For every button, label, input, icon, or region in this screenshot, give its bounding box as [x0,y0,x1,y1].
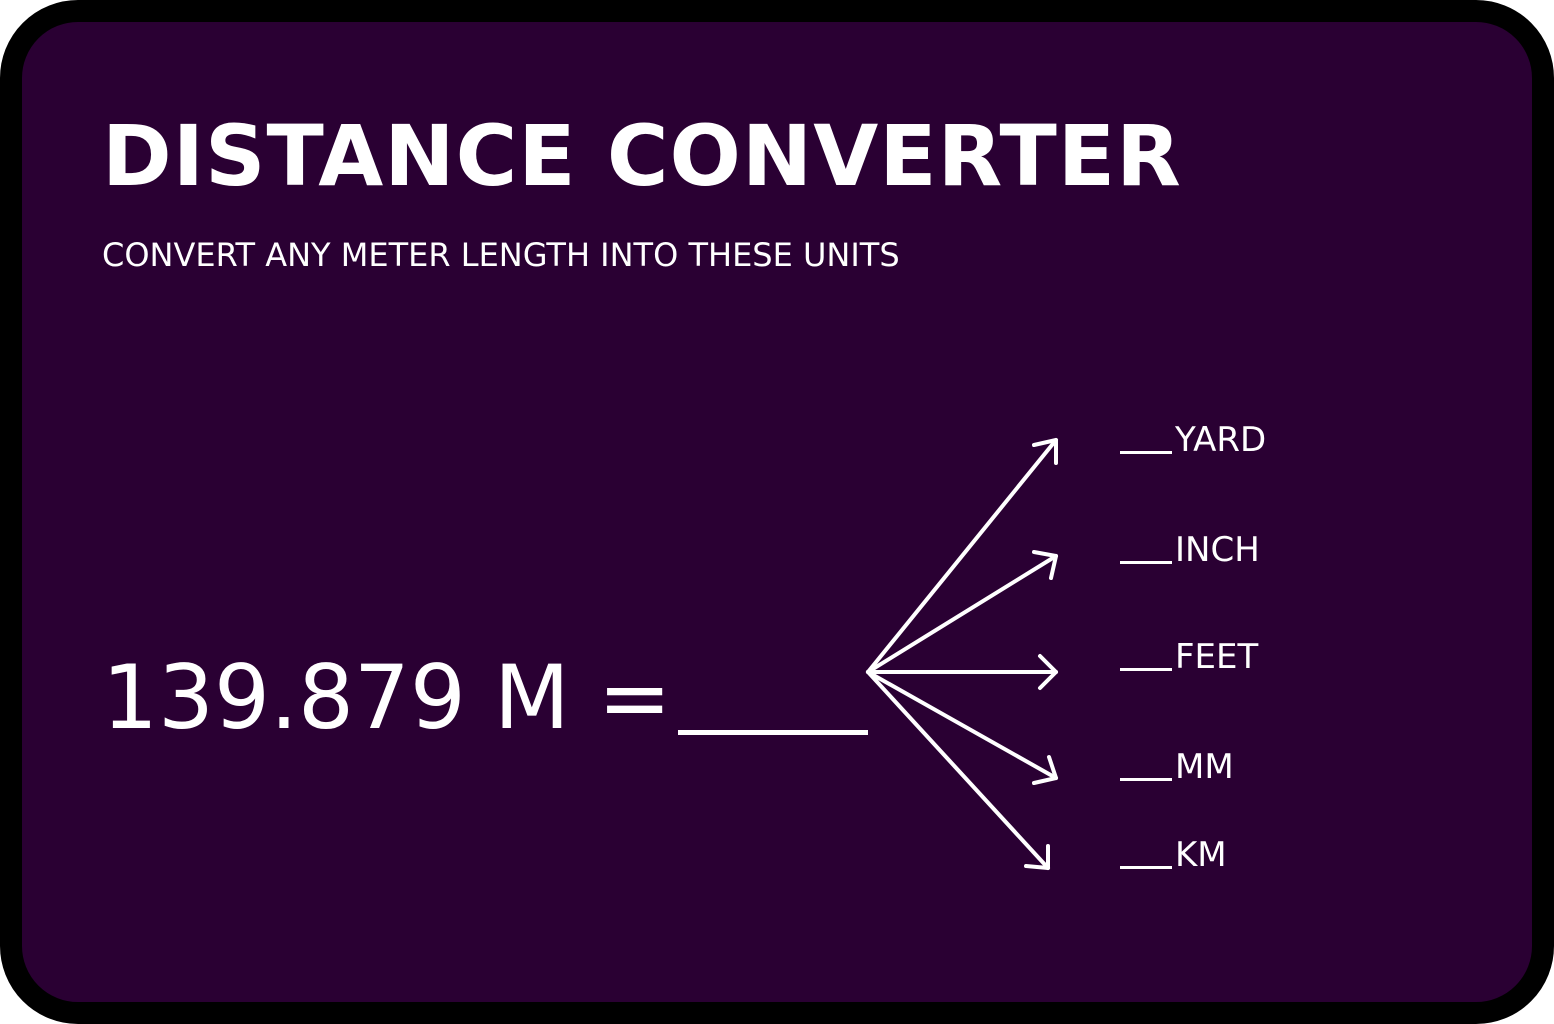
unit-blank [1120,778,1172,781]
unit-blank [1120,866,1172,869]
unit-blank [1120,668,1172,671]
unit-label: FEET [1175,637,1259,677]
unit-label: YARD [1175,420,1267,460]
unit-mm: MM [1120,747,1234,787]
unit-label: INCH [1175,530,1260,570]
unit-blank [1120,561,1172,564]
unit-blank [1120,451,1172,454]
unit-inch: INCH [1120,530,1260,570]
page-subtitle: CONVERT ANY METER LENGTH INTO THESE UNIT… [102,236,900,274]
arrow-to-mm [866,670,1058,785]
arrow-to-yard [866,438,1058,674]
arrow-to-km [866,670,1050,870]
unit-feet: FEET [1120,637,1258,677]
unit-label: KM [1175,835,1227,875]
conversion-arrows [866,438,1058,870]
arrow-to-feet [866,654,1058,690]
arrow-to-inch [866,550,1058,674]
unit-label: MM [1175,747,1234,787]
answer-blank [678,730,868,735]
unit-yard: YARD [1120,420,1266,460]
conversion-equation: 139.879 M = [102,646,672,749]
unit-km: KM [1120,835,1227,875]
page-title: DISTANCE CONVERTER [102,107,1182,205]
